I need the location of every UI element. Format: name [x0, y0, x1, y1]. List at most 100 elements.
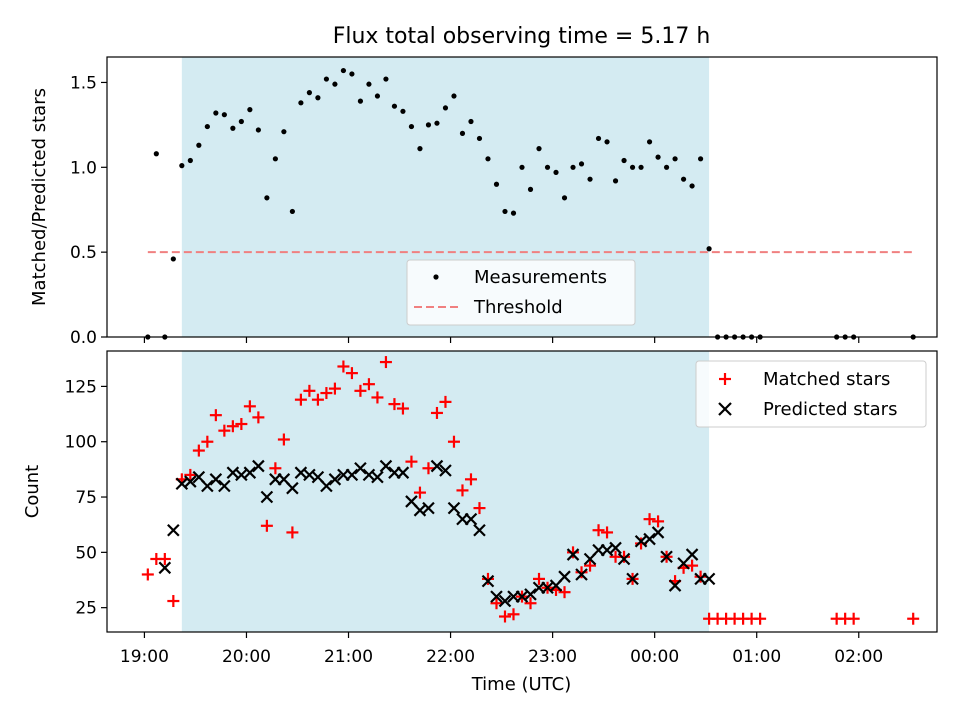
- measurement-point: [680, 176, 687, 182]
- measurement-point: [672, 156, 678, 162]
- matched-star-point: [907, 612, 920, 625]
- measurement-point: [451, 93, 457, 99]
- predicted-star-point: [498, 594, 512, 608]
- matched-star-point: [218, 424, 231, 437]
- measurement-point: [544, 164, 551, 170]
- bottom-plot-marks: [141, 356, 920, 625]
- measurement-point: [298, 100, 304, 106]
- predicted-star-point: [566, 548, 580, 561]
- measurement-point: [689, 183, 695, 189]
- top-axes-frame: [106, 56, 938, 338]
- y-tick-label: 100: [65, 433, 97, 453]
- predicted-x-b: [243, 466, 257, 479]
- predicted-x-b: [345, 468, 359, 482]
- measurement-point: [553, 169, 559, 175]
- x-axis-label: Time (UTC): [471, 674, 572, 695]
- matched-star-point: [464, 473, 477, 486]
- measurement-point: [400, 108, 406, 114]
- predicted-x-b: [252, 459, 265, 473]
- matched-star-point: [184, 468, 197, 481]
- y-tick-label: 1.0: [70, 158, 97, 178]
- y-tick-label: 125: [65, 377, 97, 397]
- measurement-point: [485, 156, 491, 162]
- predicted-x-b: [541, 581, 554, 595]
- matched-star-point: [601, 526, 614, 539]
- predicted-x-b: [158, 561, 172, 575]
- predicted-x-b: [481, 574, 495, 588]
- measurement-point: [213, 110, 219, 116]
- predicted-star-point: [286, 481, 299, 495]
- predicted-x-b: [490, 590, 503, 603]
- measurement-point: [264, 195, 270, 201]
- bottom-y-axis-label: Count: [22, 465, 43, 518]
- predicted-star-point: [609, 541, 622, 555]
- predicted-x-b: [566, 548, 580, 561]
- measurement-point: [170, 256, 176, 262]
- measurement-point: [663, 164, 670, 170]
- predicted-x-b: [626, 572, 639, 586]
- predicted-x-b: [167, 523, 180, 537]
- predicted-x-b: [422, 501, 435, 515]
- predicted-star-point: [464, 512, 478, 526]
- matched-star-point: [643, 513, 656, 526]
- matched-star-point: [533, 572, 546, 585]
- predicted-star-point: [473, 523, 486, 537]
- predicted-x-b: [184, 475, 197, 488]
- measurement-point: [468, 118, 474, 125]
- matched-star-point: [345, 367, 358, 380]
- measurement-point: [595, 135, 602, 142]
- matched-star-point: [694, 570, 707, 583]
- measurement-point: [425, 122, 432, 128]
- measurement-point: [570, 164, 576, 170]
- predicted-star-point: [617, 552, 631, 566]
- matched-star-point: [430, 406, 443, 419]
- measurement-point: [655, 154, 661, 160]
- measurement-point: [697, 156, 704, 162]
- matched-star-point: [498, 610, 511, 623]
- predicted-star-point: [685, 548, 699, 561]
- predicted-x-b: [473, 523, 486, 537]
- legend-matched-marker: [719, 373, 731, 385]
- measurement-point: [374, 93, 381, 99]
- matched-star-point: [311, 393, 324, 406]
- predicted-x-b: [447, 501, 461, 515]
- top-panel: 0.0 0.5 1.0 1.5 Matched/Predicted stars Mea…: [29, 56, 938, 348]
- x-tick-label: 01:00: [732, 647, 781, 667]
- measurement-point: [323, 76, 330, 82]
- measurement-point: [272, 156, 278, 162]
- matched-star-point: [618, 550, 631, 563]
- predicted-x-b: [175, 477, 189, 491]
- predicted-star-point: [243, 466, 257, 479]
- matched-star-point: [277, 433, 290, 446]
- observing-window-shade-bottom: [181, 351, 710, 632]
- measurement-point: [578, 161, 585, 167]
- predicted-x-b: [617, 552, 631, 566]
- predicted-star-point: [651, 526, 665, 539]
- measurement-point: [417, 146, 423, 152]
- x-tick-label: 19:00: [120, 647, 169, 667]
- legend-predicted-label: Predicted stars: [763, 399, 897, 420]
- predicted-x-b: [311, 470, 325, 484]
- measurement-point: [238, 118, 244, 125]
- predicted-x-b: [286, 481, 299, 495]
- matched-star-point: [354, 384, 367, 397]
- matched-star-point: [507, 608, 520, 621]
- matched-star-point: [243, 400, 256, 413]
- measurement-point: [510, 210, 517, 216]
- bottom-axes-frame: [106, 350, 938, 633]
- matched-star-point: [252, 411, 265, 424]
- matched-star-point: [422, 462, 435, 475]
- measurement-point: [153, 151, 159, 157]
- matched-star-point: [371, 391, 384, 404]
- predicted-star-point: [439, 464, 452, 477]
- matched-star-point: [201, 435, 214, 448]
- predicted-star-point: [396, 466, 410, 479]
- predicted-x-b: [320, 479, 333, 493]
- matched-star-point: [847, 612, 860, 625]
- matched-star-point: [567, 546, 580, 559]
- matched-star-point: [524, 597, 537, 610]
- matched-star-point: [303, 384, 316, 397]
- predicted-x-b: [371, 470, 384, 484]
- top-y-axis-label: Matched/Predicted stars: [29, 88, 50, 306]
- measurement-point: [536, 146, 542, 152]
